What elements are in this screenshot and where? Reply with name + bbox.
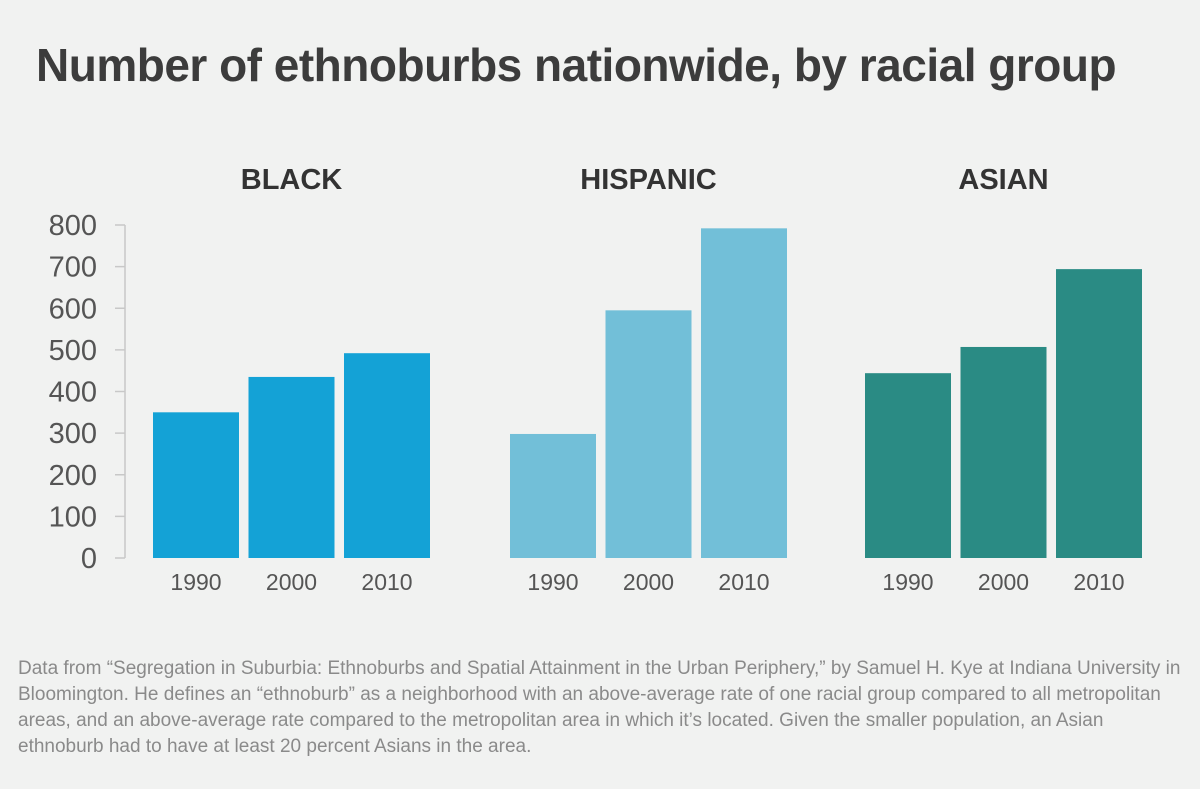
x-tick-label: 1990 <box>170 569 221 595</box>
y-tick-label: 800 <box>49 210 97 242</box>
x-tick-label: 1990 <box>527 569 578 595</box>
panel-title: BLACK <box>241 164 343 196</box>
panel-title: ASIAN <box>958 164 1048 196</box>
panel-black: BLACK 1990 2000 2010 <box>153 164 430 595</box>
y-tick-label: 300 <box>49 418 97 450</box>
y-tick-label: 600 <box>49 293 97 325</box>
bar-hispanic-1990 <box>510 433 596 558</box>
x-tick-label: 2000 <box>623 569 674 595</box>
bar-chart: 0 100 200 300 400 500 600 700 800 BLACK 1990 2000 2… <box>49 164 1142 595</box>
bar-black-1990 <box>153 412 239 558</box>
bar-asian-2000 <box>960 346 1047 558</box>
y-tick-label: 100 <box>49 501 97 533</box>
source-note: Data from “Segregation in Suburbia: Ethn… <box>18 658 1181 757</box>
bar-asian-2010 <box>1056 269 1142 558</box>
bar-hispanic-2000 <box>605 310 692 558</box>
bar-hispanic-2010 <box>701 228 787 558</box>
y-tick-label: 700 <box>49 252 97 284</box>
bar-black-2010 <box>344 353 430 558</box>
panel-title: HISPANIC <box>580 164 716 196</box>
y-tick-label: 400 <box>49 377 97 409</box>
x-tick-label: 2000 <box>266 569 317 595</box>
x-tick-label: 1990 <box>882 569 933 595</box>
y-tick-label: 200 <box>49 460 97 492</box>
x-tick-label: 2010 <box>718 569 769 595</box>
bar-black-2000 <box>248 376 335 558</box>
bar-asian-1990 <box>865 373 951 558</box>
panel-hispanic: HISPANIC 1990 2000 2010 <box>510 164 787 595</box>
y-tick-label: 500 <box>49 335 97 367</box>
x-tick-label: 2000 <box>978 569 1029 595</box>
chart-title: Number of ethnoburbs nationwide, by raci… <box>36 39 1117 91</box>
y-tick-label: 0 <box>81 543 97 575</box>
x-tick-label: 2010 <box>361 569 412 595</box>
panel-asian: ASIAN 1990 2000 2010 <box>865 164 1142 595</box>
x-tick-label: 2010 <box>1073 569 1124 595</box>
y-axis: 0 100 200 300 400 500 600 700 800 <box>49 210 126 575</box>
